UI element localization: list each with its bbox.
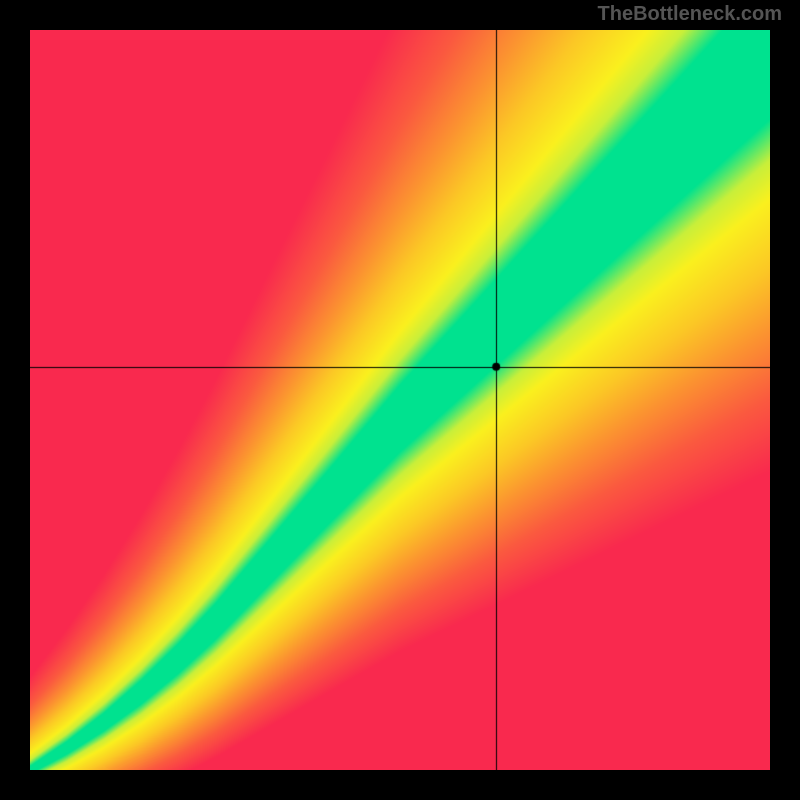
bottleneck-heatmap (30, 30, 770, 770)
watermark-text: TheBottleneck.com (598, 3, 782, 26)
